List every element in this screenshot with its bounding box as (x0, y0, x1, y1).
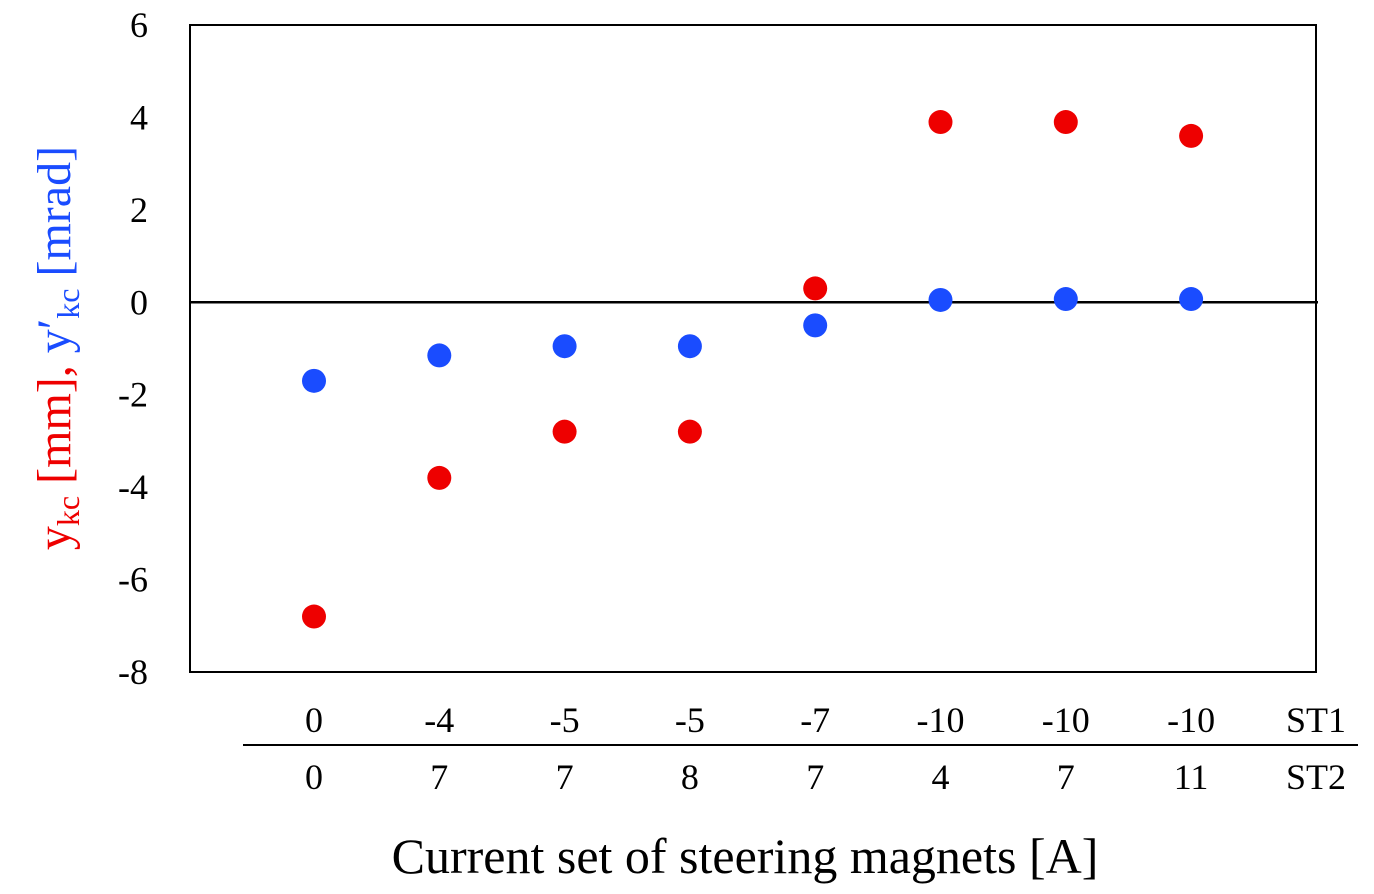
x-tick-label-st1: -5 (550, 700, 580, 740)
y-label-part2: y′ (28, 319, 81, 354)
point-ykc (928, 110, 953, 135)
point-ykc-prime (1053, 287, 1078, 312)
row-label-st1: ST1 (1286, 700, 1346, 740)
y-tick-label: 6 (130, 5, 148, 45)
point-ykc (1179, 123, 1204, 148)
point-ykc (552, 419, 577, 444)
x-tick-label-st1: -10 (1167, 700, 1215, 740)
point-ykc-prime (803, 313, 828, 338)
x-tick-label-st2: 7 (430, 757, 448, 797)
x-tick-label-st1: -10 (917, 700, 965, 740)
y-tick-labels: 6 4 2 0 -2 -4 -6 -8 (118, 5, 148, 692)
y-label-part1-sub: kc (50, 496, 86, 526)
point-ykc-prime (552, 334, 577, 359)
y-axis-label: ykc [mm], y′kc [mrad] (28, 146, 86, 550)
plot-frame (189, 24, 1317, 673)
y-tick-label: -8 (118, 652, 148, 692)
y-tick-label: 2 (130, 190, 148, 230)
point-ykc-prime (302, 368, 326, 393)
x-tick-label-st1: -7 (800, 700, 830, 740)
y-tick-label: -6 (118, 560, 148, 600)
x-tick-label-st2: 7 (806, 757, 824, 797)
y-tick-label: 0 (130, 282, 148, 322)
y-tick-label: -4 (118, 467, 148, 507)
x-tick-label-st1: -5 (675, 700, 705, 740)
x-tick-label-st2: 0 (305, 757, 323, 797)
point-ykc-prime (677, 334, 702, 359)
x-tick-label-st1: -4 (424, 700, 454, 740)
x-tick-label-st2: 4 (932, 757, 950, 797)
point-ykc (427, 465, 452, 490)
x-tick-label-st2: 8 (681, 757, 699, 797)
point-ykc (1053, 110, 1078, 135)
x-tick-label-st2: 7 (1057, 757, 1075, 797)
point-ykc-prime (427, 343, 452, 368)
x-axis-label: Current set of steering magnets [A] (392, 828, 1099, 884)
point-ykc (677, 419, 702, 444)
y-label-part1: y (28, 526, 81, 550)
row-label-st2: ST2 (1286, 757, 1346, 797)
point-ykc-prime (1179, 287, 1204, 312)
point-ykc-prime (928, 287, 953, 312)
y-label-part1-unit: [mm], (28, 353, 81, 496)
x-tick-label-st2: 11 (1174, 757, 1209, 797)
data-points (302, 110, 1204, 629)
x-tick-label-st1: -10 (1042, 700, 1090, 740)
point-ykc (803, 276, 828, 301)
y-tick-label: -2 (118, 375, 148, 415)
y-tick-label: 4 (130, 97, 148, 137)
x-category-table: 0 0 -4 7 -5 7 -5 8 -7 7 -10 4 -10 7 -10 11 ST1 ST2 (305, 700, 1346, 797)
y-label-part2-unit: [mrad] (28, 146, 81, 289)
y-label-part2-sub: kc (50, 289, 86, 319)
x-tick-label-st2: 7 (556, 757, 574, 797)
x-tick-label-st1: 0 (305, 700, 323, 740)
point-ykc (302, 604, 326, 629)
